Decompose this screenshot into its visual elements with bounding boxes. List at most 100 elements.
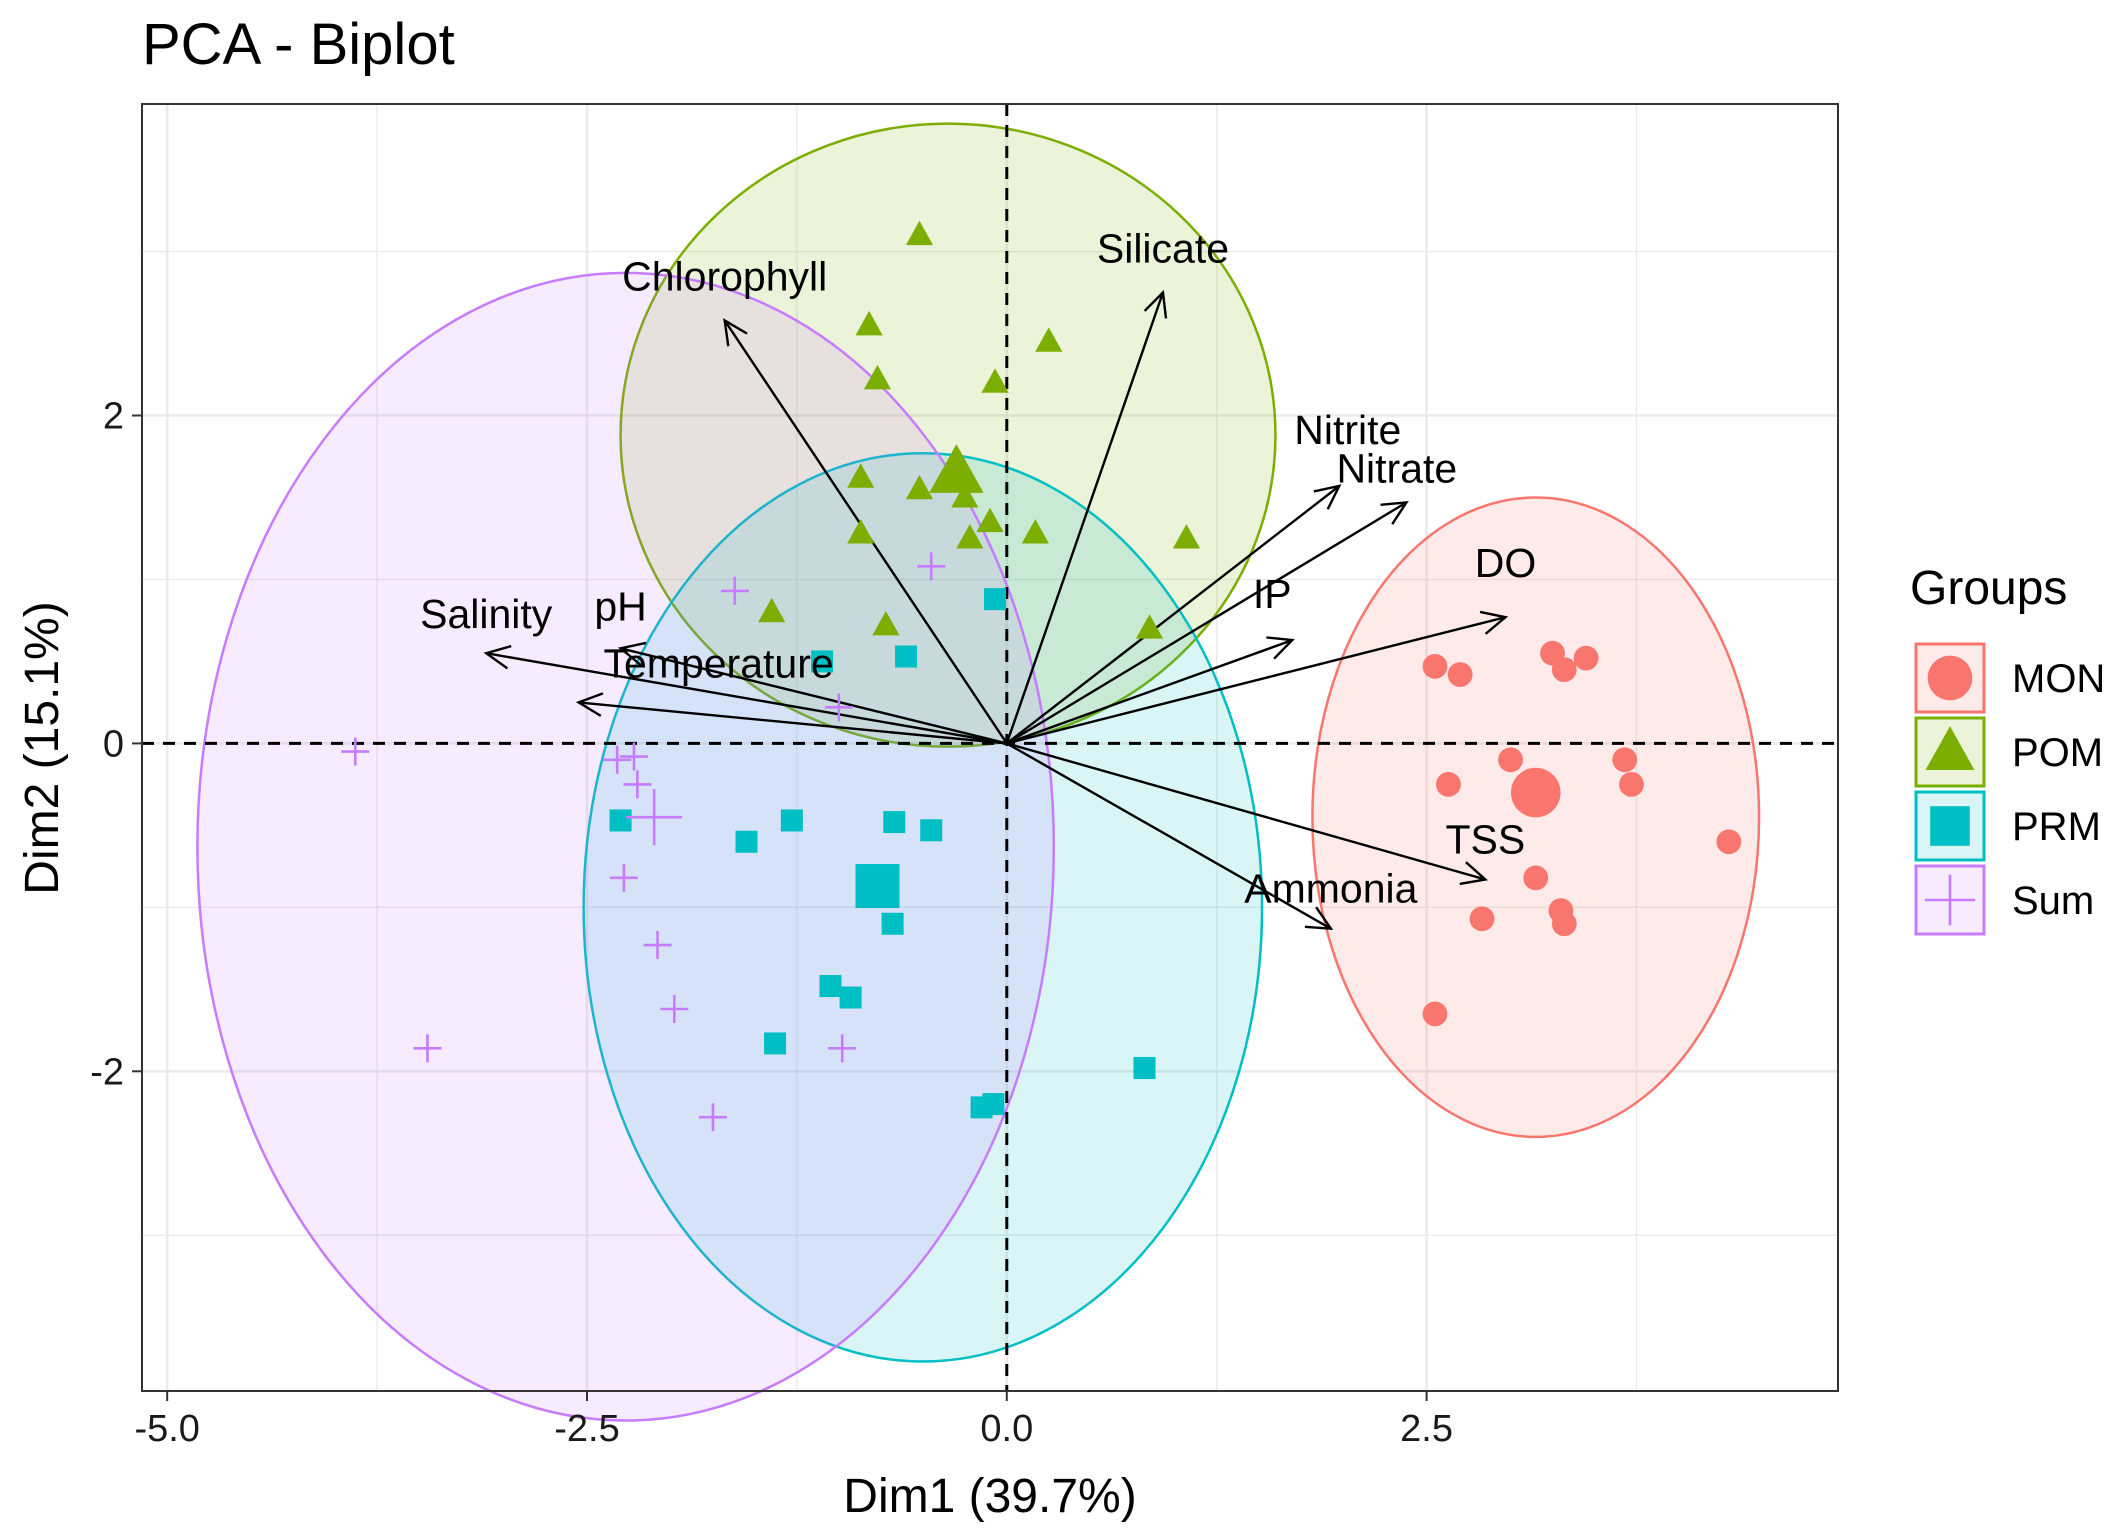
point-pom xyxy=(1035,327,1063,352)
y-tick-label: 0 xyxy=(103,723,124,765)
arrow-label-silicate: Silicate xyxy=(1097,226,1229,272)
arrow-label-salinity: Salinity xyxy=(420,591,553,637)
point-sum xyxy=(341,737,370,766)
point-mon xyxy=(1422,1001,1448,1027)
arrow-label-temperature: Temperature xyxy=(604,640,834,686)
point-pom xyxy=(976,507,1004,533)
centroid-mon xyxy=(1510,767,1561,818)
point-pom xyxy=(905,220,934,246)
arrow-temperature xyxy=(578,701,1007,745)
arrow-label-tss: TSS xyxy=(1445,816,1525,862)
ellipse-pom xyxy=(619,122,1277,748)
chart-title: PCA - Biplot xyxy=(142,12,455,77)
legend-label-sum: Sum xyxy=(2012,879,2094,923)
point-pom xyxy=(905,474,934,500)
point-mon xyxy=(1619,771,1644,797)
legend-marker-sum xyxy=(1924,874,1976,926)
point-mon xyxy=(1422,653,1448,679)
point-sum xyxy=(609,863,638,892)
y-axis-title: Dim2 (15.1%) xyxy=(16,601,69,894)
point-mon xyxy=(1447,662,1473,687)
arrowhead-silicate xyxy=(1143,289,1168,319)
reference-lines xyxy=(142,104,1838,1391)
arrowhead-ip xyxy=(1266,636,1295,660)
point-prm xyxy=(982,1093,1005,1116)
point-pom xyxy=(1172,524,1201,549)
data-points xyxy=(341,220,1742,1132)
legend-label-mon: MON xyxy=(2012,657,2105,701)
point-prm xyxy=(1133,1057,1156,1080)
point-prm xyxy=(895,645,918,668)
point-prm xyxy=(839,986,862,1009)
arrow-label-nitrite: Nitrite xyxy=(1294,407,1401,453)
point-prm xyxy=(819,975,842,998)
arrow-ammonia xyxy=(1006,742,1332,930)
plot-border xyxy=(141,103,1839,1392)
point-sum xyxy=(917,552,946,581)
point-prm xyxy=(984,588,1007,611)
point-pom xyxy=(951,483,979,508)
centroid-sum xyxy=(626,789,683,846)
legend-label-prm: PRM xyxy=(2012,805,2101,849)
point-sum xyxy=(720,576,749,605)
point-mon xyxy=(1551,657,1577,683)
arrow-label-ph: pH xyxy=(594,583,646,629)
point-sum xyxy=(828,1034,857,1063)
arrow-ip xyxy=(1006,638,1293,745)
point-mon xyxy=(1469,906,1495,932)
legend-marker-mon xyxy=(1927,655,1973,701)
arrowhead-temperature xyxy=(575,692,604,717)
x-axis-ticks: -5.0 -2.5 0.0 2.5 xyxy=(134,1391,1453,1450)
point-prm xyxy=(764,1032,787,1055)
arrow-salinity xyxy=(486,652,1007,745)
point-pom xyxy=(1021,519,1049,544)
point-mon xyxy=(1573,645,1599,671)
arrowhead-nitrite xyxy=(1313,484,1342,510)
point-sum xyxy=(824,693,853,722)
point-prm xyxy=(811,650,834,673)
point-pom xyxy=(863,365,892,390)
point-mon xyxy=(1498,747,1523,773)
y-axis-ticks: -2 0 2 xyxy=(90,396,142,1093)
arrowhead-tss xyxy=(1459,861,1489,886)
arrow-label-nitrate: Nitrate xyxy=(1336,445,1457,491)
arrowhead-ph xyxy=(617,641,647,666)
point-sum xyxy=(603,745,632,774)
arrowhead-salinity xyxy=(483,644,512,670)
legend-label-pom: POM xyxy=(2012,731,2103,775)
point-pom xyxy=(1135,614,1164,639)
point-prm xyxy=(883,811,906,834)
arrow-ph xyxy=(620,647,1008,745)
x-tick-label: 2.5 xyxy=(1400,1408,1453,1450)
point-mon xyxy=(1551,911,1577,937)
arrow-do xyxy=(1006,615,1506,745)
legend: Groups MON POM PRM Sum xyxy=(1910,562,2105,936)
legend-key-mon xyxy=(1914,642,1986,714)
point-pom xyxy=(847,463,875,488)
arrow-tss xyxy=(1006,742,1486,881)
arrowhead-chlorophyll xyxy=(723,318,748,347)
arrowhead-do xyxy=(1479,610,1509,635)
legend-marker-prm xyxy=(1930,806,1970,846)
arrowhead-nitrate xyxy=(1380,500,1409,525)
legend-key-pom xyxy=(1914,716,1986,788)
arrow-nitrite xyxy=(1006,485,1341,745)
point-pom xyxy=(872,610,900,636)
ellipse-sum xyxy=(196,271,1056,1422)
point-prm xyxy=(780,809,803,832)
y-tick-label: -2 xyxy=(90,1051,124,1093)
centroid-prm xyxy=(855,864,900,909)
point-prm xyxy=(609,809,632,832)
point-sum xyxy=(660,994,689,1023)
point-pom xyxy=(981,368,1009,393)
x-tick-label: -2.5 xyxy=(554,1408,619,1450)
point-mon xyxy=(1612,747,1638,773)
arrow-label-ammonia: Ammonia xyxy=(1244,866,1417,912)
point-pom xyxy=(855,310,883,336)
point-mon xyxy=(1436,771,1461,797)
legend-marker-pom xyxy=(1925,726,1975,770)
arrow-label-do: DO xyxy=(1475,540,1537,586)
plot-panel xyxy=(142,104,1838,1391)
